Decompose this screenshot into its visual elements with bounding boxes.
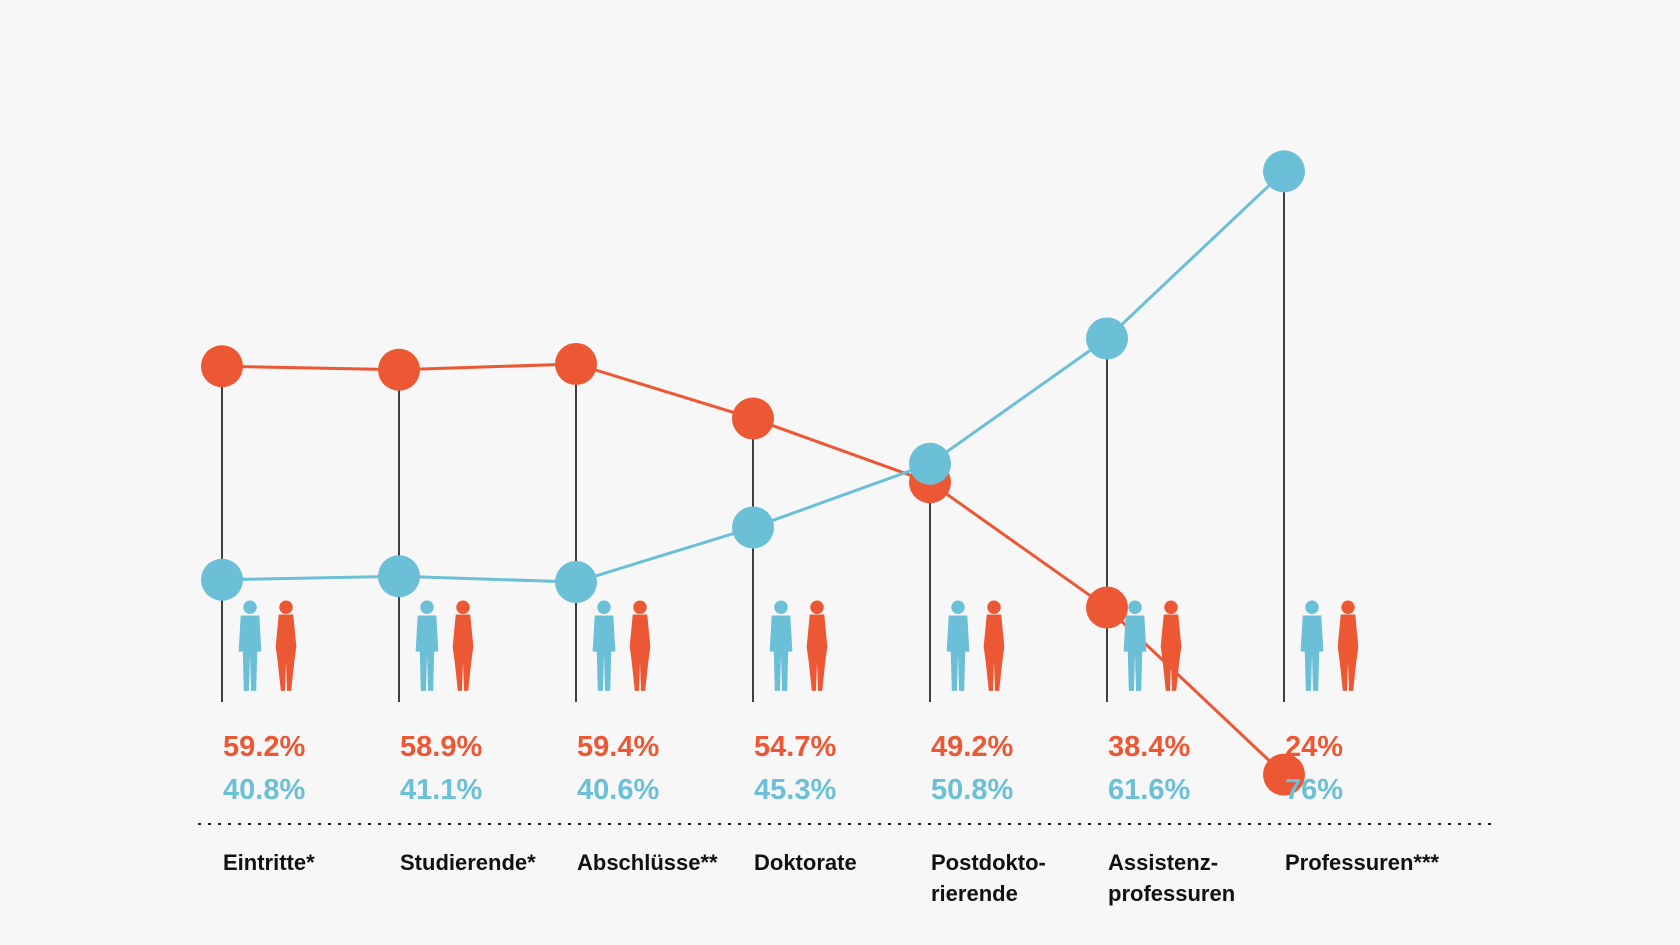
women-point bbox=[378, 348, 420, 391]
category-label: Assistenz- bbox=[1108, 850, 1218, 875]
men-value-label: 40.6% bbox=[577, 774, 659, 806]
standing-man-and-woman-icon bbox=[946, 600, 1005, 691]
presenting-man-and-woman-icon bbox=[1123, 600, 1182, 691]
men-point bbox=[1263, 150, 1305, 193]
men-value-label: 50.8% bbox=[931, 774, 1013, 806]
women-point bbox=[1086, 586, 1128, 629]
men-point bbox=[909, 442, 951, 485]
men-value-label: 76% bbox=[1285, 774, 1343, 806]
women-value-label: 49.2% bbox=[931, 731, 1013, 763]
women-point bbox=[555, 342, 597, 385]
women-value-label: 59.4% bbox=[577, 731, 659, 763]
men-point bbox=[555, 561, 597, 604]
men-point bbox=[378, 555, 420, 598]
women-value-label: 24% bbox=[1285, 731, 1343, 763]
stem-lines bbox=[221, 171, 1285, 702]
category-label: Studierende* bbox=[400, 850, 536, 875]
women-value-label: 58.9% bbox=[400, 731, 482, 763]
men-point bbox=[201, 558, 243, 601]
category-labels: Eintritte* Studierende* Abschlüsse** Doktor… bbox=[223, 850, 1440, 906]
men-point bbox=[1086, 317, 1128, 360]
men-value-label: 45.3% bbox=[754, 774, 836, 806]
category-label: Professuren*** bbox=[1285, 850, 1440, 875]
category-label: Postdokto- bbox=[931, 850, 1046, 875]
men-value-label: 40.8% bbox=[223, 774, 305, 806]
women-point bbox=[201, 345, 243, 388]
series-points bbox=[201, 150, 1305, 796]
students-with-bags-icon bbox=[415, 600, 474, 691]
silhouette-icons bbox=[238, 600, 1359, 691]
doctoral-graduates-in-gowns-icon bbox=[769, 600, 828, 691]
men-value-label: 61.6% bbox=[1108, 774, 1190, 806]
women-value-label: 54.7% bbox=[754, 731, 836, 763]
women-value-label: 38.4% bbox=[1108, 731, 1190, 763]
category-label: professuren bbox=[1108, 881, 1235, 906]
men-value-label: 41.1% bbox=[400, 774, 482, 806]
category-label: Doktorate bbox=[754, 850, 857, 875]
category-label: rierende bbox=[931, 881, 1018, 906]
category-label: Abschlüsse** bbox=[577, 850, 718, 875]
women-point bbox=[732, 397, 774, 440]
men-point bbox=[732, 506, 774, 549]
women-point bbox=[1263, 753, 1305, 796]
professors-man-and-woman-icon bbox=[1300, 600, 1359, 691]
graduates-celebrating-icon bbox=[592, 600, 651, 691]
women-value-label: 59.2% bbox=[223, 731, 305, 763]
walking-man-and-woman-icon bbox=[238, 600, 297, 691]
value-labels: 59.2% 58.9% 59.4% 54.7% 49.2% 38.4% 24% 40.8% 41… bbox=[223, 731, 1343, 806]
category-label: Eintritte* bbox=[223, 850, 315, 875]
